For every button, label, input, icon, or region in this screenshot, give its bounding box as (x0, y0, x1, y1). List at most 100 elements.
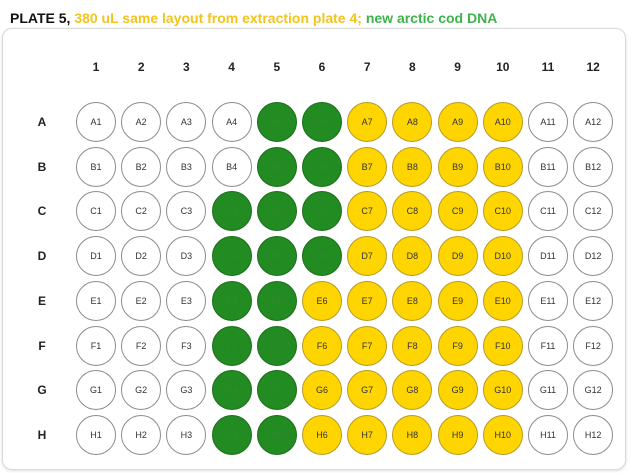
well-G3[interactable]: G3 (166, 370, 207, 411)
well-H3[interactable]: H3 (166, 414, 207, 455)
well-A12[interactable]: A12 (573, 102, 614, 142)
well-B10[interactable]: B10 (482, 146, 523, 187)
well-D2[interactable]: D2 (121, 236, 162, 277)
well-F6[interactable]: F6 (302, 325, 342, 366)
well-A11[interactable]: A11 (528, 102, 568, 142)
well-C11[interactable]: C11 (528, 191, 568, 232)
well-G6[interactable]: G6 (302, 370, 342, 411)
well-A10[interactable]: A10 (482, 102, 523, 142)
well-A9[interactable]: A9 (437, 102, 478, 142)
well-B1[interactable]: B1 (76, 146, 116, 187)
well-B3[interactable]: B3 (166, 146, 207, 187)
well-E11[interactable]: E11 (528, 280, 568, 321)
well-C12[interactable]: C12 (573, 191, 614, 232)
column-header-9: 9 (454, 60, 461, 74)
well-B9[interactable]: B9 (437, 146, 478, 187)
well-F10[interactable]: F10 (482, 325, 523, 366)
well-G5[interactable]: G5 (256, 370, 297, 411)
well-H6[interactable]: H6 (302, 414, 342, 455)
well-D5[interactable]: D5 (256, 236, 297, 277)
well-B2[interactable]: B2 (121, 146, 162, 187)
well-F8[interactable]: F8 (392, 325, 433, 366)
column-header-2: 2 (137, 60, 145, 74)
well-D11[interactable]: D11 (528, 236, 568, 277)
well-C2[interactable]: C2 (121, 191, 162, 232)
well-G11[interactable]: G11 (528, 370, 568, 411)
well-A4[interactable]: A4 (211, 102, 252, 142)
well-A5[interactable]: A5 (256, 102, 297, 142)
well-H2[interactable]: H2 (121, 414, 162, 455)
well-D1[interactable]: D1 (76, 236, 116, 277)
well-E6[interactable]: E6 (302, 280, 342, 321)
well-C8[interactable]: C8 (392, 191, 433, 232)
well-B12[interactable]: B12 (573, 146, 614, 187)
well-C9[interactable]: C9 (437, 191, 478, 232)
well-E3[interactable]: E3 (166, 280, 207, 321)
well-G9[interactable]: G9 (437, 370, 478, 411)
well-E4[interactable]: E4 (211, 280, 252, 321)
well-F7[interactable]: F7 (347, 325, 388, 366)
well-F1[interactable]: F1 (76, 325, 116, 366)
well-F5[interactable]: F5 (256, 325, 297, 366)
well-G7[interactable]: G7 (347, 370, 388, 411)
well-D10[interactable]: D10 (482, 236, 523, 277)
well-H1[interactable]: H1 (76, 414, 116, 455)
well-C10[interactable]: C10 (482, 191, 523, 232)
well-A8[interactable]: A8 (392, 102, 433, 142)
well-A2[interactable]: A2 (121, 102, 162, 142)
well-E5[interactable]: E5 (256, 280, 297, 321)
well-C5[interactable]: C5 (256, 191, 297, 232)
well-H11[interactable]: H11 (528, 414, 568, 455)
well-H10[interactable]: H10 (482, 414, 523, 455)
well-G12[interactable]: G12 (573, 370, 614, 411)
well-E2[interactable]: E2 (121, 280, 162, 321)
well-G4[interactable]: G4 (211, 370, 252, 411)
well-H9[interactable]: H9 (437, 414, 478, 455)
plate-label: PLATE 5, (10, 10, 71, 26)
well-B5[interactable]: B5 (256, 146, 297, 187)
well-C7[interactable]: C7 (347, 191, 388, 232)
well-C1[interactable]: C1 (76, 191, 116, 232)
well-F12[interactable]: F12 (573, 325, 614, 366)
well-A1[interactable]: A1 (76, 102, 116, 142)
well-B6[interactable]: B6 (302, 146, 342, 187)
well-F2[interactable]: F2 (121, 325, 162, 366)
well-D6[interactable]: D6 (302, 236, 342, 277)
well-G2[interactable]: G2 (121, 370, 162, 411)
well-C6[interactable]: C6 (302, 191, 342, 232)
well-F3[interactable]: F3 (166, 325, 207, 366)
well-D4[interactable]: D4 (211, 236, 252, 277)
well-F9[interactable]: F9 (437, 325, 478, 366)
well-F11[interactable]: F11 (528, 325, 568, 366)
well-B8[interactable]: B8 (392, 146, 433, 187)
well-E8[interactable]: E8 (392, 280, 433, 321)
well-F4[interactable]: F4 (211, 325, 252, 366)
well-D9[interactable]: D9 (437, 236, 478, 277)
well-B4[interactable]: B4 (211, 146, 252, 187)
well-A7[interactable]: A7 (347, 102, 388, 142)
well-H7[interactable]: H7 (347, 414, 388, 455)
well-H5[interactable]: H5 (256, 414, 297, 455)
well-G1[interactable]: G1 (76, 370, 116, 411)
well-G8[interactable]: G8 (392, 370, 433, 411)
well-H4[interactable]: H4 (211, 414, 252, 455)
well-E7[interactable]: E7 (347, 280, 388, 321)
well-C3[interactable]: C3 (166, 191, 207, 232)
well-D7[interactable]: D7 (347, 236, 388, 277)
well-C4[interactable]: C4 (211, 191, 252, 232)
well-A6[interactable]: A6 (302, 102, 342, 142)
well-G10[interactable]: G10 (482, 370, 523, 411)
well-E1[interactable]: E1 (76, 280, 116, 321)
well-D3[interactable]: D3 (166, 236, 207, 277)
well-H8[interactable]: H8 (392, 414, 433, 455)
well-E9[interactable]: E9 (437, 280, 478, 321)
well-D8[interactable]: D8 (392, 236, 433, 277)
well-E12[interactable]: E12 (573, 280, 614, 321)
row-header-F: F (38, 338, 46, 353)
well-D12[interactable]: D12 (573, 236, 614, 277)
well-E10[interactable]: E10 (482, 280, 523, 321)
well-B11[interactable]: B11 (528, 146, 568, 187)
well-B7[interactable]: B7 (347, 146, 388, 187)
well-H12[interactable]: H12 (573, 414, 614, 455)
well-A3[interactable]: A3 (166, 102, 207, 142)
